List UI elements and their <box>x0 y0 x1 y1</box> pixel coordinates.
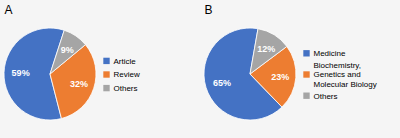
svg-text:23%: 23% <box>271 72 289 82</box>
svg-text:32%: 32% <box>70 79 88 89</box>
svg-text:65%: 65% <box>213 78 231 88</box>
svg-text:12%: 12% <box>257 44 275 54</box>
svg-text:Article: Article <box>114 57 137 66</box>
svg-text:Biochemistry,Genetics andMolec: Biochemistry,Genetics andMolecular Biolo… <box>314 61 377 88</box>
svg-text:B: B <box>205 3 213 17</box>
svg-text:Others: Others <box>314 92 338 101</box>
svg-text:Others: Others <box>114 84 138 93</box>
svg-text:Medicine: Medicine <box>314 49 347 58</box>
svg-text:59%: 59% <box>12 68 30 78</box>
svg-text:A: A <box>5 3 13 17</box>
svg-text:9%: 9% <box>61 45 74 55</box>
svg-text:Review: Review <box>114 70 140 79</box>
